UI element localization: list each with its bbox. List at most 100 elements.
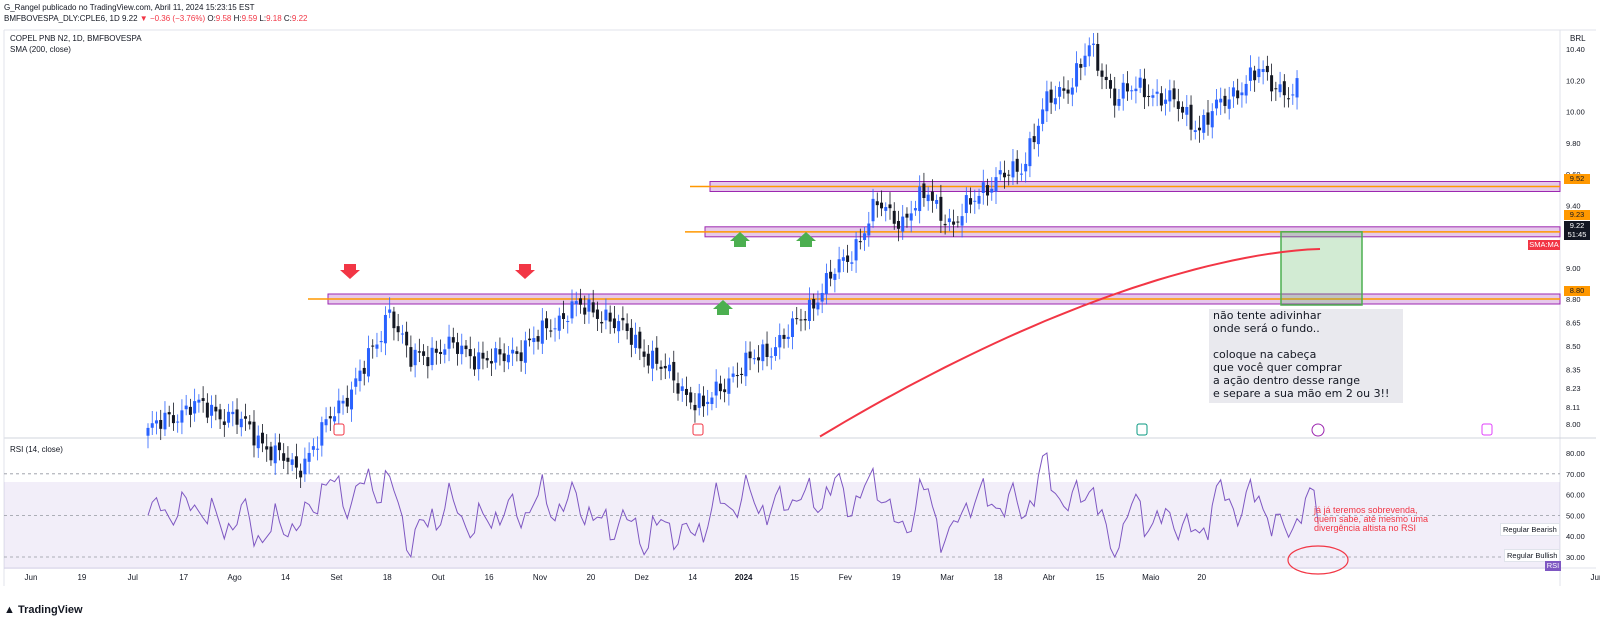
candle-body[interactable] bbox=[557, 315, 561, 331]
candle-body[interactable] bbox=[294, 456, 298, 468]
annotation-box[interactable]: não tente adivinhar onde será o fundo.. … bbox=[1209, 309, 1403, 403]
candle-body[interactable] bbox=[244, 416, 248, 419]
candle-body[interactable] bbox=[1291, 94, 1295, 96]
candle-body[interactable] bbox=[549, 330, 553, 332]
candle-body[interactable] bbox=[629, 327, 633, 345]
candle-body[interactable] bbox=[871, 198, 875, 222]
rsi-annotation[interactable]: já já teremos sobrevenda, quem sabe, até… bbox=[1314, 506, 1428, 533]
candle-body[interactable] bbox=[528, 338, 532, 341]
candle-body[interactable] bbox=[1185, 107, 1189, 115]
series-title[interactable]: COPEL PNB N2, 1D, BMFBOVESPA bbox=[10, 34, 142, 43]
candle-body[interactable] bbox=[998, 170, 1002, 175]
candle-body[interactable] bbox=[498, 349, 502, 355]
candle-body[interactable] bbox=[693, 404, 697, 411]
candle-body[interactable] bbox=[926, 194, 930, 202]
candle-body[interactable] bbox=[180, 410, 184, 423]
candle-body[interactable] bbox=[884, 207, 888, 211]
candle-body[interactable] bbox=[1070, 87, 1074, 95]
candle-body[interactable] bbox=[545, 318, 549, 329]
candle-body[interactable] bbox=[1219, 98, 1223, 103]
candle-body[interactable] bbox=[782, 334, 786, 339]
candle-body[interactable] bbox=[1113, 88, 1117, 106]
candle-body[interactable] bbox=[846, 255, 850, 262]
candle-body[interactable] bbox=[803, 318, 807, 321]
candle-body[interactable] bbox=[256, 435, 260, 449]
candle-body[interactable] bbox=[867, 223, 871, 236]
candle-body[interactable] bbox=[714, 381, 718, 396]
candle-body[interactable] bbox=[405, 331, 409, 346]
candle-body[interactable] bbox=[1036, 125, 1040, 145]
candle-body[interactable] bbox=[477, 352, 481, 370]
candle-body[interactable] bbox=[371, 345, 375, 347]
candle-body[interactable] bbox=[723, 389, 727, 393]
candle-body[interactable] bbox=[943, 223, 947, 226]
candle-body[interactable] bbox=[562, 313, 566, 320]
candle-body[interactable] bbox=[417, 351, 421, 353]
candle-body[interactable] bbox=[578, 298, 582, 305]
candle-body[interactable] bbox=[668, 364, 672, 372]
candle-body[interactable] bbox=[383, 314, 387, 344]
candle-body[interactable] bbox=[1202, 115, 1206, 133]
candle-body[interactable] bbox=[515, 351, 519, 354]
candle-body[interactable] bbox=[430, 347, 434, 366]
candle-body[interactable] bbox=[341, 400, 345, 404]
candle-body[interactable] bbox=[663, 365, 667, 369]
candle-body[interactable] bbox=[422, 351, 426, 356]
candle-body[interactable] bbox=[634, 334, 638, 348]
candle-body[interactable] bbox=[1206, 112, 1210, 125]
candle-body[interactable] bbox=[1041, 109, 1045, 124]
candle-body[interactable] bbox=[523, 340, 527, 363]
candle-body[interactable] bbox=[1164, 99, 1168, 104]
candle-body[interactable] bbox=[1274, 88, 1278, 90]
candle-body[interactable] bbox=[875, 201, 879, 206]
candle-body[interactable] bbox=[1007, 174, 1011, 176]
candle-body[interactable] bbox=[621, 317, 625, 321]
candle-body[interactable] bbox=[1011, 161, 1015, 178]
candle-body[interactable] bbox=[1130, 90, 1134, 92]
candle-body[interactable] bbox=[769, 356, 773, 358]
candle-body[interactable] bbox=[731, 373, 735, 377]
candle-body[interactable] bbox=[786, 336, 790, 339]
candle-body[interactable] bbox=[1181, 106, 1185, 113]
candle-body[interactable] bbox=[316, 448, 320, 450]
candle-body[interactable] bbox=[1138, 77, 1142, 88]
candle-body[interactable] bbox=[532, 338, 536, 343]
candle-body[interactable] bbox=[506, 354, 510, 363]
candle-body[interactable] bbox=[1104, 76, 1108, 81]
candle-body[interactable] bbox=[1265, 65, 1269, 73]
candle-body[interactable] bbox=[426, 357, 430, 367]
candle-body[interactable] bbox=[659, 366, 663, 369]
candle-body[interactable] bbox=[290, 459, 294, 465]
candle-body[interactable] bbox=[434, 348, 438, 353]
candle-body[interactable] bbox=[1092, 43, 1096, 45]
candle-body[interactable] bbox=[248, 421, 252, 425]
candle-body[interactable] bbox=[854, 239, 858, 261]
candle-body[interactable] bbox=[752, 358, 756, 360]
candle-body[interactable] bbox=[986, 185, 990, 196]
candle-body[interactable] bbox=[960, 216, 964, 226]
candle-body[interactable] bbox=[935, 199, 939, 204]
candle-body[interactable] bbox=[358, 370, 362, 382]
candle-body[interactable] bbox=[1015, 158, 1019, 172]
candle-body[interactable] bbox=[816, 302, 820, 310]
candle-body[interactable] bbox=[1075, 63, 1079, 87]
candle-body[interactable] bbox=[456, 342, 460, 354]
candle-body[interactable] bbox=[765, 343, 769, 357]
buy-range-box[interactable] bbox=[1280, 231, 1363, 306]
candle-body[interactable] bbox=[676, 383, 680, 394]
candle-body[interactable] bbox=[286, 457, 290, 462]
candle-body[interactable] bbox=[1151, 95, 1155, 98]
candle-body[interactable] bbox=[1125, 83, 1129, 92]
candle-body[interactable] bbox=[392, 311, 396, 329]
candle-body[interactable] bbox=[277, 442, 281, 451]
candle-body[interactable] bbox=[214, 406, 218, 412]
candle-body[interactable] bbox=[409, 347, 413, 367]
candle-body[interactable] bbox=[727, 378, 731, 394]
candle-body[interactable] bbox=[1295, 78, 1299, 98]
candle-body[interactable] bbox=[837, 259, 841, 273]
candle-body[interactable] bbox=[735, 375, 739, 377]
candle-body[interactable] bbox=[273, 445, 277, 464]
candle-body[interactable] bbox=[222, 421, 226, 425]
candle-body[interactable] bbox=[396, 326, 400, 333]
candle-body[interactable] bbox=[638, 331, 642, 349]
